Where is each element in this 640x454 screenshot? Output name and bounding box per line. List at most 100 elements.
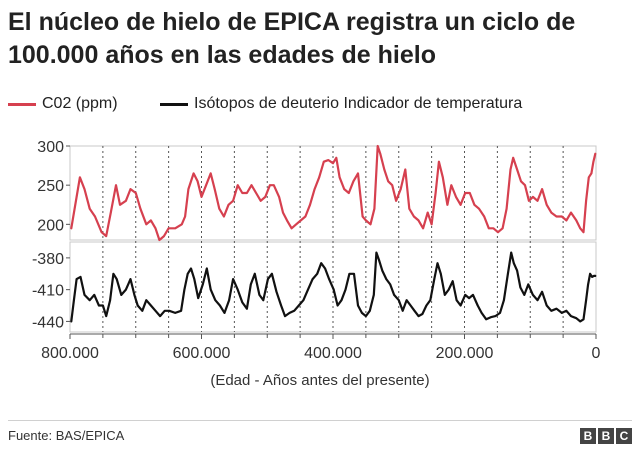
deuterium-data-point bbox=[433, 278, 436, 280]
deuterium-data-point bbox=[485, 318, 488, 321]
co2-data-point bbox=[115, 184, 117, 186]
co2-data-point bbox=[255, 192, 257, 194]
co2-data-point bbox=[352, 180, 355, 183]
deuterium-data-point bbox=[340, 299, 343, 301]
deuterium-data-point bbox=[444, 294, 446, 296]
deuterium-data-point bbox=[336, 304, 339, 307]
co2-data-point bbox=[594, 153, 597, 155]
deuterium-data-point bbox=[298, 304, 300, 307]
co2-data-point bbox=[532, 196, 534, 198]
deuterium-data-point bbox=[385, 278, 388, 280]
co2-data-point bbox=[269, 184, 271, 186]
y-tick-label: 200 bbox=[37, 217, 64, 234]
co2-data-point bbox=[426, 211, 429, 214]
co2-data-point bbox=[200, 196, 203, 198]
deuterium-data-point bbox=[288, 312, 291, 314]
co2-data-point bbox=[590, 172, 593, 175]
deuterium-data-point bbox=[378, 259, 380, 261]
deuterium-data-point bbox=[451, 280, 454, 282]
co2-data-point bbox=[417, 219, 420, 222]
deuterium-data-point bbox=[565, 310, 568, 312]
deuterium-data-point bbox=[102, 304, 104, 307]
deuterium-data-point bbox=[550, 310, 553, 312]
co2-data-point bbox=[373, 207, 376, 210]
co2-data-point bbox=[196, 180, 199, 183]
co2-data-point bbox=[536, 200, 539, 202]
deuterium-data-point bbox=[425, 304, 428, 307]
deuterium-data-point bbox=[98, 304, 100, 307]
deuterium-data-point bbox=[417, 315, 420, 317]
deuterium-data-point bbox=[593, 275, 595, 277]
co2-data-point bbox=[588, 176, 590, 179]
co2-data-point bbox=[187, 188, 190, 190]
co2-data-point bbox=[205, 184, 207, 186]
co2-data-point bbox=[282, 211, 284, 214]
co2-data-point bbox=[570, 211, 572, 214]
co2-data-point bbox=[309, 204, 311, 206]
co2-data-point bbox=[290, 227, 293, 230]
co2-data-point bbox=[387, 180, 390, 183]
deuterium-data-point bbox=[193, 278, 196, 280]
deuterium-data-point bbox=[516, 269, 518, 272]
co2-data-point bbox=[464, 192, 467, 194]
co2-data-point bbox=[438, 160, 440, 163]
co2-data-point bbox=[422, 227, 424, 230]
deuterium-data-point bbox=[332, 288, 335, 291]
co2-data-point bbox=[404, 168, 407, 171]
deuterium-data-point bbox=[159, 315, 161, 317]
co2-data-point bbox=[184, 215, 186, 218]
deuterium-data-point bbox=[472, 294, 474, 296]
co2-data-point bbox=[213, 188, 216, 190]
co2-data-point bbox=[338, 176, 341, 179]
deuterium-data-point bbox=[561, 312, 563, 314]
co2-data-point bbox=[174, 227, 176, 230]
deuterium-data-point bbox=[344, 288, 347, 291]
legend-label-co2: C02 (ppm) bbox=[42, 95, 118, 112]
bbc-logo: B B C bbox=[580, 428, 632, 444]
deuterium-data-point bbox=[585, 299, 587, 301]
x-tick-label: 400.000 bbox=[304, 345, 362, 362]
co2-data-point bbox=[575, 219, 578, 222]
deuterium-data-point bbox=[401, 310, 404, 312]
y-tick-label: -440 bbox=[32, 314, 64, 331]
co2-data-point bbox=[273, 184, 275, 186]
deuterium-data-point bbox=[223, 312, 226, 314]
co2-data-point bbox=[300, 219, 302, 222]
co2-data-point bbox=[545, 204, 548, 206]
deuterium-data-point bbox=[228, 299, 230, 301]
deuterium-data-point bbox=[555, 307, 558, 310]
co2-data-point bbox=[135, 192, 137, 194]
co2-data-point bbox=[379, 153, 382, 155]
deuterium-data-point bbox=[328, 278, 330, 280]
co2-data-point bbox=[79, 176, 81, 179]
deuterium-data-point bbox=[83, 294, 86, 296]
co2-data-point bbox=[585, 200, 587, 202]
deuterium-data-point bbox=[271, 273, 273, 275]
deuterium-data-point bbox=[455, 299, 458, 301]
co2-data-point bbox=[250, 184, 253, 186]
deuterium-data-point bbox=[236, 288, 239, 291]
co2-data-point bbox=[259, 200, 262, 202]
co2-data-point bbox=[592, 160, 595, 163]
co2-data-point bbox=[110, 211, 112, 214]
deuterium-data-point bbox=[190, 267, 192, 270]
deuterium-data-point bbox=[258, 294, 261, 296]
co2-data-point bbox=[332, 162, 334, 164]
deuterium-data-point bbox=[254, 273, 256, 275]
legend-swatch-co2 bbox=[8, 103, 36, 106]
co2-data-point bbox=[83, 188, 86, 190]
co2-data-point bbox=[218, 207, 221, 210]
deuterium-data-point bbox=[361, 312, 363, 314]
deuterium-data-point bbox=[436, 262, 439, 264]
deuterium-data-point bbox=[532, 294, 534, 296]
co2-data-point bbox=[469, 192, 471, 194]
bbc-logo-letter: B bbox=[598, 428, 614, 444]
co2-data-point bbox=[524, 184, 526, 186]
x-tick-label: 800.000 bbox=[41, 345, 99, 362]
co2-data-point bbox=[327, 159, 330, 161]
co2-data-point bbox=[227, 204, 230, 206]
co2-data-point bbox=[88, 207, 91, 210]
deuterium-data-point bbox=[206, 267, 208, 270]
deuterium-data-point bbox=[293, 310, 296, 312]
deuterium-data-point bbox=[405, 299, 408, 301]
